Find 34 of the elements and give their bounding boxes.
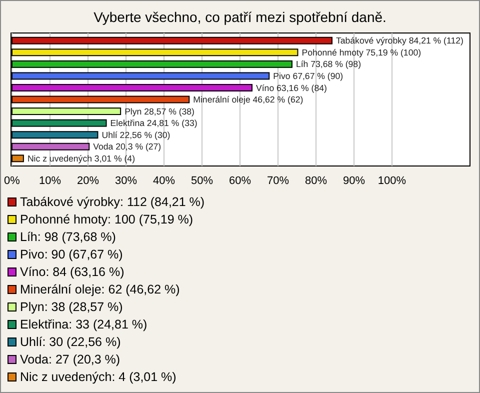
data-label: Minerální oleje 46,62 % (62) [193,94,304,105]
data-label: Voda 20,3 % (27) [93,142,162,152]
data-label: Pivo 67,67 % (90) [273,71,344,82]
x-tick-label: 90% [342,175,366,187]
x-tick-label: 10% [38,175,62,187]
x-tick-label: 70% [266,175,290,187]
text: Nic z uvedených: 4 (3,01 %) [20,370,176,384]
chart-title: Vyberte všechno, co patří mezi spotřební daně. [94,9,386,25]
text: Voda: 27 (20,3 %) [20,352,120,366]
data-label: Líh 73,68 % (98) [296,59,362,70]
data-label: Uhlí 22,56 % (30) [102,130,170,140]
data-label: Elektřina 24,81 % (33) [110,118,198,128]
x-tick-label: 100% [378,175,406,187]
x-tick-label: 80% [304,175,328,187]
data-label: Nic z uvedených 3,01 % (4) [27,153,136,164]
text: Elektřina: 33 (24,81 %) [20,318,148,332]
text: Pivo: 90 (67,67 %) [20,248,123,262]
text: Víno: 84 (63,16 %) [20,265,124,279]
text: Minerální oleje: 62 (46,62 %) [20,282,180,296]
data-label: Plyn 28,57 % (38) [124,106,195,116]
x-tick-label: 40% [152,175,176,187]
text: Uhlí: 30 (22,56 %) [20,335,121,349]
x-tick-label: 0% [4,175,20,187]
x-tick-label: 60% [228,175,252,187]
data-label: Víno 63,16 % (84) [256,82,327,93]
text: Plyn: 38 (28,57 %) [20,300,123,314]
x-tick-label: 30% [114,175,138,187]
data-label: Tabákové výrobky 84,21 % (112) [336,36,464,46]
text: Pohonné hmoty: 100 (75,19 %) [20,212,194,226]
x-tick-label: 50% [190,175,214,187]
x-tick-label: 20% [76,175,100,187]
text: Tabákové výrobky: 112 (84,21 %) [20,195,205,209]
data-label: Pohonné hmoty 75,19 % (100) [302,47,422,58]
text: Líh: 98 (73,68 %) [20,230,116,244]
